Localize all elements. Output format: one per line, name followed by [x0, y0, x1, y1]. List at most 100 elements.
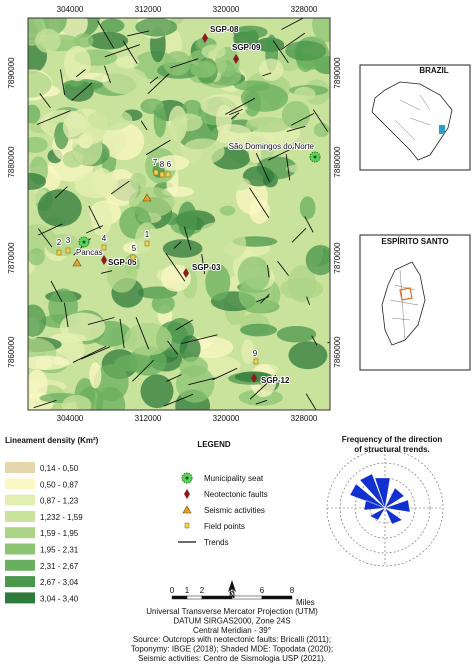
- field-marker: [56, 249, 62, 256]
- density-patch: [240, 83, 289, 112]
- density-patch: [28, 70, 52, 98]
- density-patch: [140, 374, 174, 409]
- trend-line: [163, 393, 194, 407]
- density-patch: [249, 198, 270, 224]
- trend-line: [312, 109, 328, 132]
- trend-line: [166, 374, 182, 382]
- density-patch: [312, 18, 330, 43]
- legend-label: Trends: [204, 538, 229, 547]
- trend-line: [37, 228, 53, 248]
- density-patch: [162, 239, 203, 258]
- density-patch: [165, 30, 183, 58]
- study-area: [399, 287, 413, 301]
- x-tick-label: 328000: [291, 5, 318, 14]
- trend-line: [277, 260, 289, 276]
- fault-marker: [251, 373, 257, 383]
- density-patch: [87, 31, 129, 50]
- class-swatch: [5, 478, 35, 490]
- y-tick-label: 7880000: [7, 146, 16, 178]
- trend-line: [97, 20, 115, 49]
- trend-line: [50, 280, 63, 302]
- legend-title: LEGEND: [197, 440, 231, 449]
- density-patch: [87, 108, 133, 131]
- class-swatch: [5, 576, 35, 588]
- trend-line: [267, 143, 302, 161]
- density-patch: [115, 55, 140, 69]
- density-patch: [35, 28, 61, 53]
- field-marker: [144, 240, 150, 247]
- density-patch: [28, 136, 48, 153]
- density-patch: [177, 201, 197, 238]
- trend-line: [110, 180, 130, 195]
- y-tick-label: 7860000: [333, 336, 342, 368]
- trend-line: [147, 73, 170, 95]
- trend-line: [165, 252, 186, 282]
- trend-line: [122, 40, 138, 64]
- density-patch: [276, 326, 317, 343]
- fault-marker: [233, 54, 239, 64]
- trend-line: [167, 340, 179, 355]
- fault-marker: [101, 255, 107, 265]
- credit-line: Universal Transverse Mercator Projection…: [146, 607, 318, 616]
- trend-line: [249, 187, 270, 218]
- trend-line: [311, 335, 318, 346]
- trend-line: [255, 152, 270, 182]
- density-patch: [240, 323, 278, 337]
- density-patch: [175, 365, 215, 403]
- place-label: 3: [66, 236, 71, 245]
- class-label: 0,14 - 0,50: [40, 464, 79, 473]
- trend-line: [88, 205, 101, 230]
- credit-line: Seismic activities: Centro de Sismologia…: [138, 654, 326, 663]
- density-patch: [28, 355, 70, 370]
- trend-line: [173, 241, 182, 249]
- density-patch: [279, 278, 324, 300]
- x-tick-label: 320000: [213, 414, 240, 423]
- place-label: 5: [132, 244, 137, 253]
- seismic-points: [72, 193, 152, 267]
- density-patch: [114, 354, 154, 372]
- trend-line: [54, 186, 68, 199]
- trend-line: [256, 296, 270, 303]
- trend-line: [286, 125, 306, 132]
- place-label: SGP-03: [192, 263, 221, 272]
- seat-dot: [313, 155, 317, 159]
- trend-line: [64, 302, 69, 328]
- density-patch: [313, 122, 330, 138]
- trend-line: [280, 32, 306, 51]
- density-patch: [28, 304, 47, 337]
- place-label: Pancas: [76, 248, 103, 257]
- credit-line: Central Meridian - 39°: [193, 626, 271, 635]
- trend-line: [127, 30, 150, 37]
- density-patch: [156, 155, 190, 171]
- density-patch: [285, 163, 330, 174]
- density-patch: [59, 312, 106, 342]
- scale-label: 4: [230, 586, 235, 595]
- density-patch: [28, 248, 45, 266]
- density-patch: [151, 294, 175, 314]
- trend-line: [71, 82, 93, 101]
- class-swatch: [5, 559, 35, 571]
- trend-line: [175, 319, 193, 331]
- class-swatch: [5, 592, 35, 604]
- density-patch: [288, 341, 328, 370]
- class-label: 0,87 - 1,23: [40, 497, 79, 506]
- trend-line: [255, 399, 268, 405]
- fault-marker: [202, 33, 208, 43]
- brazil-outline: [371, 81, 453, 161]
- density-patch: [232, 25, 268, 39]
- density-patch: [285, 40, 327, 61]
- trend-line: [140, 120, 148, 131]
- class-label: 1,59 - 1,95: [40, 529, 79, 538]
- class-label: 1,95 - 2,31: [40, 546, 79, 555]
- density-patch: [164, 212, 179, 226]
- density-patch: [242, 166, 275, 187]
- place-label: SGP-09: [232, 43, 261, 52]
- density-patch: [124, 322, 173, 356]
- trend-line: [262, 72, 272, 77]
- field-marker: [153, 169, 159, 176]
- density-patch: [130, 172, 147, 191]
- density-patch: [89, 362, 102, 389]
- trend-line: [119, 318, 125, 349]
- density-patch: [241, 339, 255, 365]
- trend-line: [285, 154, 291, 181]
